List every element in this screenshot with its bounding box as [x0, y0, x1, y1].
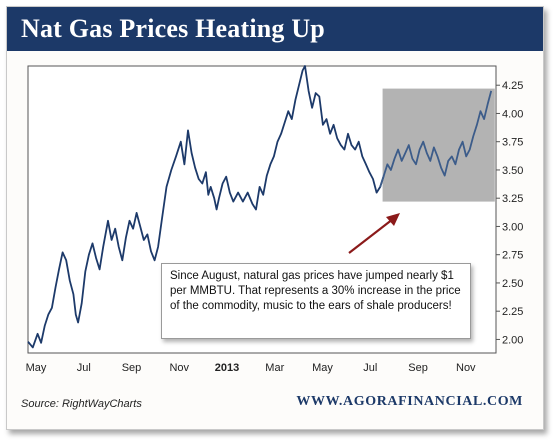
source-note: Source: RightWayCharts [21, 398, 142, 410]
x-tick-label: 2013 [215, 362, 239, 374]
y-tick-label: 4.25 [502, 80, 523, 92]
chart: 2.00 2.25 2.50 2.75 3.00 3.25 3.50 3.75 4.00 4.25… [26, 65, 523, 374]
x-tick-label: May [26, 362, 47, 374]
y-tick-label: 3.75 [502, 137, 523, 149]
y-tick-label: 3.50 [502, 165, 523, 177]
x-axis: May Jul Sep Nov 2013 Mar May Jul Sep Nov [26, 362, 476, 374]
chart-card: Nat Gas Prices Heating Up 2.00 2.25 2.50 2.… [6, 6, 544, 430]
y-tick-label: 4.00 [502, 108, 523, 120]
highlight-box [382, 88, 495, 202]
price-line [27, 65, 385, 349]
y-tick-label: 3.00 [502, 221, 523, 233]
x-tick-label: May [312, 362, 333, 374]
brand-url: WWW.AGORAFINANCIAL.COM [296, 394, 523, 409]
x-tick-label: Nov [169, 362, 189, 374]
title-bar: Nat Gas Prices Heating Up [7, 7, 543, 51]
arrow-shaft [348, 218, 394, 254]
x-tick-label: Sep [408, 362, 428, 374]
arrow [348, 213, 400, 254]
page-title: Nat Gas Prices Heating Up [21, 14, 325, 43]
x-tick-label: Jul [363, 362, 377, 374]
price-line-highlighted [379, 90, 493, 188]
arrow-head [386, 213, 400, 226]
x-tick-label: Mar [265, 362, 284, 374]
x-tick-label: Nov [456, 362, 476, 374]
x-tick-label: Jul [77, 362, 91, 374]
y-tick-label: 2.50 [502, 278, 523, 290]
y-tick-label: 2.00 [502, 334, 523, 346]
y-tick-label: 2.75 [502, 250, 523, 262]
y-tick-label: 3.25 [502, 193, 523, 205]
annotation-callout: Since August, natural gas prices have ju… [161, 263, 471, 339]
y-tick-label: 2.25 [502, 306, 523, 318]
y-axis: 2.00 2.25 2.50 2.75 3.00 3.25 3.50 3.75 4.00 4.25 [496, 80, 523, 346]
x-tick-label: Sep [122, 362, 142, 374]
